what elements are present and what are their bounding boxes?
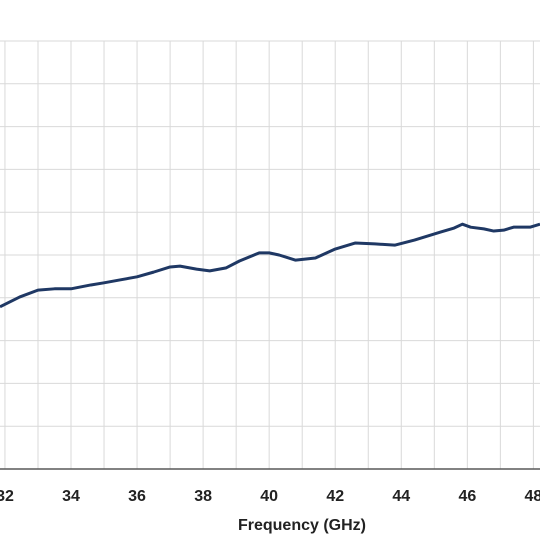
x-axis-label: Frequency (GHz)	[238, 517, 366, 534]
x-tick-label: 42	[326, 488, 344, 505]
x-tick-label: 32	[0, 488, 14, 505]
line-series	[0, 222, 540, 309]
x-tick-label: 36	[128, 488, 146, 505]
x-tick-label: 40	[260, 488, 278, 505]
x-tick-label: 44	[392, 488, 410, 505]
x-tick-label: 38	[194, 488, 212, 505]
x-tick-label: 48	[524, 488, 540, 505]
x-tick-label: 34	[62, 488, 80, 505]
x-tick-label: 46	[458, 488, 476, 505]
